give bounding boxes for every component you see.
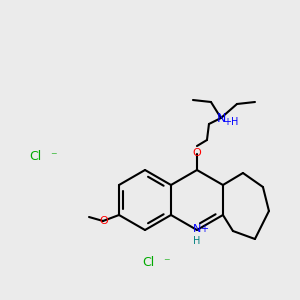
Text: ⁻: ⁻ (50, 151, 56, 164)
Text: N: N (216, 112, 226, 124)
Text: +: + (200, 224, 208, 234)
Text: Cl: Cl (142, 256, 154, 269)
Text: Cl: Cl (29, 151, 41, 164)
Text: H: H (193, 236, 201, 246)
Text: +H: +H (223, 117, 238, 127)
Text: N: N (193, 224, 201, 234)
Text: ⁻: ⁻ (163, 256, 169, 269)
Text: O: O (193, 148, 201, 158)
Text: O: O (100, 216, 108, 226)
